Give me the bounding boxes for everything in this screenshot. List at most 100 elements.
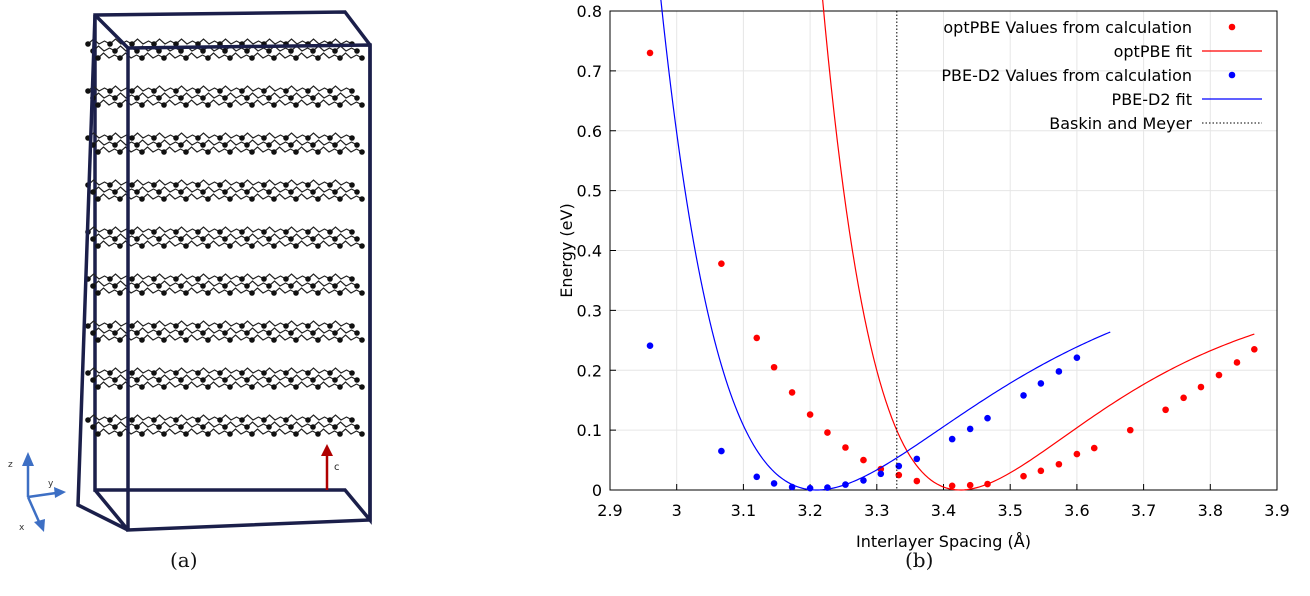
carbon-atom (151, 135, 157, 141)
carbon-atom (161, 149, 167, 155)
carbon-atom (354, 283, 360, 289)
carbon-atom (244, 424, 250, 430)
carbon-atom (217, 276, 223, 282)
carbon-atom (271, 55, 277, 61)
carbon-atom (249, 290, 255, 296)
data-point (913, 477, 921, 485)
carbon-atom (310, 189, 316, 195)
carbon-atom (315, 196, 321, 202)
carbon-atom (332, 377, 338, 383)
x-axis-label: x (19, 523, 25, 533)
carbon-atom (183, 102, 189, 108)
carbon-atom (310, 95, 316, 101)
data-point (770, 363, 778, 371)
y-tick-label: 0.7 (577, 62, 602, 81)
data-point (913, 455, 921, 463)
carbon-atom (337, 196, 343, 202)
carbon-atom (156, 236, 162, 242)
y-axis-arrowhead (54, 487, 66, 498)
carbon-atom (293, 337, 299, 343)
carbon-atom (217, 135, 223, 141)
carbon-atom (310, 377, 316, 383)
carbon-atom (107, 229, 113, 235)
lattice-vector-label: c (334, 462, 340, 473)
carbon-atom (173, 276, 179, 282)
graphene-layer (85, 179, 365, 202)
data-point (1251, 345, 1258, 353)
carbon-atom (85, 88, 91, 94)
data-point (842, 444, 849, 451)
carbon-atom (293, 102, 299, 108)
carbon-atom (107, 323, 113, 329)
plot-frame (609, 10, 1278, 491)
cell-frame-front (126, 43, 372, 532)
z-axis-arrowhead (22, 452, 34, 466)
carbon-atom (315, 384, 321, 390)
data-point (948, 482, 956, 490)
carbon-atom (161, 290, 167, 296)
carbon-atom (305, 276, 311, 282)
energy-chart: 2.9 3 3.1 3.2 3.3 3.4 3.5 3.6 3.7 3.8 3.9 0 0.1 0.2 0.… (557, 0, 1290, 551)
carbon-atom (173, 323, 179, 329)
cell-frame-edges (76, 13, 130, 532)
carbon-atom (85, 323, 91, 329)
carbon-atom (293, 196, 299, 202)
carbon-atom (359, 337, 365, 343)
carbon-atom (354, 330, 360, 336)
data-point (966, 481, 974, 489)
carbon-atom (222, 377, 228, 383)
carbon-atom (288, 142, 294, 148)
carbon-atom (90, 283, 96, 289)
carbon-atom (288, 424, 294, 430)
data-point (753, 334, 761, 342)
carbon-atom (354, 95, 360, 101)
carbon-atom (156, 330, 162, 336)
x-axis-title: Interlayer Spacing (Å) (856, 532, 1031, 551)
carbon-atom (261, 370, 267, 376)
x-tick-label: 3.1 (731, 501, 756, 520)
y-axis-arrow (27, 491, 57, 499)
x-tick-label: 3.8 (1198, 501, 1223, 520)
data-point (860, 456, 867, 464)
carbon-atom (129, 135, 135, 141)
carbon-atom (178, 142, 184, 148)
data-point (718, 447, 725, 455)
graphene-layer (85, 85, 365, 108)
carbon-atom (222, 189, 228, 195)
carbon-atom (283, 417, 289, 423)
carbon-atom (315, 431, 321, 437)
carbon-atom (200, 142, 206, 148)
carbon-atom (178, 236, 184, 242)
carbon-atom (205, 384, 211, 390)
carbon-atom (349, 370, 355, 376)
carbon-atom (266, 142, 272, 148)
carbon-atom (266, 424, 272, 430)
carbon-atom (305, 135, 311, 141)
carbon-atom (354, 189, 360, 195)
carbon-atom (195, 182, 201, 188)
carbon-atom (332, 142, 338, 148)
x-axis-arrow (26, 496, 42, 525)
carbon-atom (332, 236, 338, 242)
carbon-atom (305, 88, 311, 94)
carbon-atom (200, 95, 206, 101)
carbon-atom (200, 48, 206, 54)
y-tick-label: 0 (592, 481, 602, 500)
carbon-atom (139, 196, 145, 202)
carbon-atom (156, 283, 162, 289)
carbon-atom (288, 189, 294, 195)
carbon-atom (183, 384, 189, 390)
x-tick-label: 3.4 (931, 501, 956, 520)
carbon-atom (327, 88, 333, 94)
carbon-atom (332, 95, 338, 101)
legend-label: Baskin and Meyer (1049, 114, 1192, 133)
carbon-atom (195, 323, 201, 329)
carbon-atom (288, 95, 294, 101)
carbon-atom (227, 102, 233, 108)
carbon-atom (227, 149, 233, 155)
carbon-atom (315, 102, 321, 108)
data-point (753, 473, 761, 481)
y-axis-label: y (48, 479, 54, 489)
carbon-atom (261, 182, 267, 188)
graphene-layer (85, 226, 365, 249)
